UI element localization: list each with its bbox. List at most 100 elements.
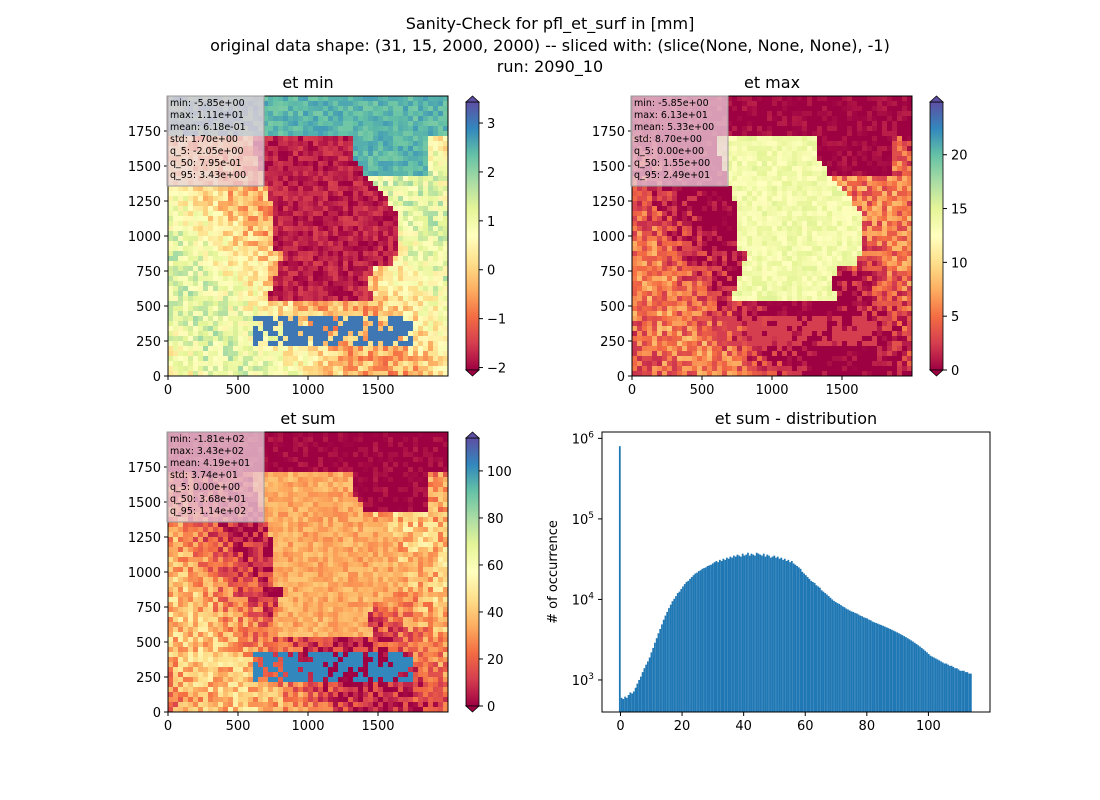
heatmap-cell bbox=[248, 226, 254, 232]
heatmap-cell bbox=[228, 196, 234, 202]
heatmap-cell bbox=[428, 256, 434, 262]
heatmap-cell bbox=[742, 266, 748, 272]
heatmap-cell bbox=[308, 156, 314, 162]
heatmap-cell bbox=[737, 351, 743, 357]
heatmap-cell bbox=[313, 251, 319, 257]
heatmap-cell bbox=[258, 341, 264, 347]
heatmap-cell bbox=[313, 321, 319, 327]
heatmap-cell bbox=[782, 256, 788, 262]
heatmap-cell bbox=[772, 141, 778, 147]
heatmap-cell bbox=[188, 336, 194, 342]
heatmap-cell bbox=[662, 331, 668, 337]
heatmap-cell bbox=[647, 246, 653, 252]
heatmap-cell bbox=[218, 371, 224, 376]
heatmap-cell bbox=[203, 246, 209, 252]
heatmap-cell bbox=[727, 151, 733, 157]
heatmap-cell bbox=[283, 291, 289, 297]
heatmap-cell bbox=[263, 111, 269, 117]
heatmap-cell bbox=[398, 331, 404, 337]
heatmap-cell bbox=[373, 136, 379, 142]
heatmap-cell bbox=[333, 241, 339, 247]
heatmap-cell bbox=[168, 326, 174, 332]
heatmap-cell bbox=[443, 261, 448, 267]
heatmap-cell bbox=[318, 136, 324, 142]
heatmap-cell bbox=[233, 311, 239, 317]
heatmap-cell bbox=[672, 256, 678, 262]
heatmap-cell bbox=[373, 121, 379, 127]
heatmap-cell bbox=[238, 321, 244, 327]
heatmap-cell bbox=[428, 356, 434, 362]
heatmap-cell bbox=[393, 131, 399, 137]
heatmap-cell bbox=[692, 301, 698, 307]
heatmap-cell bbox=[408, 136, 414, 142]
heatmap-cell bbox=[637, 221, 643, 227]
heatmap-cell bbox=[433, 226, 439, 232]
heatmap-cell bbox=[323, 171, 329, 177]
heatmap-cell bbox=[178, 261, 184, 267]
heatmap-cell bbox=[348, 236, 354, 242]
heatmap-cell bbox=[787, 126, 793, 132]
heatmap-cell bbox=[183, 221, 189, 227]
heatmap-cell bbox=[722, 361, 728, 367]
heatmap-cell bbox=[787, 236, 793, 242]
heatmap-cell bbox=[188, 251, 194, 257]
heatmap-cell bbox=[303, 191, 309, 197]
heatmap-cell bbox=[308, 241, 314, 247]
heatmap-cell bbox=[178, 241, 184, 247]
heatmap-cell bbox=[373, 271, 379, 277]
heatmap-cell bbox=[283, 296, 289, 302]
heatmap-cell bbox=[423, 231, 429, 237]
heatmap-cell bbox=[787, 106, 793, 112]
heatmap-cell bbox=[692, 211, 698, 217]
heatmap-cell bbox=[358, 131, 364, 137]
heatmap-cell bbox=[697, 256, 703, 262]
heatmap-cell bbox=[662, 266, 668, 272]
heatmap-cell bbox=[313, 161, 319, 167]
heatmap-cell bbox=[383, 331, 389, 337]
heatmap-cell bbox=[423, 111, 429, 117]
heatmap-cell bbox=[423, 251, 429, 257]
heatmap-cell bbox=[183, 321, 189, 327]
heatmap-cell bbox=[318, 336, 324, 342]
heatmap-cell bbox=[737, 371, 743, 376]
heatmap-cell bbox=[323, 246, 329, 252]
heatmap-cell bbox=[293, 146, 299, 152]
heatmap-cell bbox=[787, 351, 793, 357]
heatmap-cell bbox=[308, 201, 314, 207]
heatmap-cell bbox=[727, 171, 733, 177]
heatmap-cell bbox=[403, 101, 409, 107]
heatmap-cell bbox=[403, 231, 409, 237]
heatmap-cell bbox=[388, 221, 394, 227]
heatmap-cell bbox=[243, 271, 249, 277]
heatmap-cell bbox=[273, 191, 279, 197]
heatmap-cell bbox=[218, 361, 224, 367]
heatmap-cell bbox=[393, 211, 399, 217]
heatmap-cell bbox=[403, 246, 409, 252]
heatmap-cell bbox=[393, 101, 399, 107]
heatmap-cell bbox=[358, 216, 364, 222]
heatmap-cell bbox=[273, 336, 279, 342]
heatmap-cell bbox=[657, 306, 663, 312]
heatmap-cell bbox=[328, 141, 334, 147]
heatmap-cell bbox=[702, 321, 708, 327]
heatmap-cell bbox=[363, 226, 369, 232]
heatmap-cell bbox=[298, 316, 304, 322]
heatmap-cell bbox=[388, 261, 394, 267]
heatmap-cell bbox=[672, 281, 678, 287]
heatmap-cell bbox=[278, 141, 284, 147]
heatmap-cell bbox=[787, 301, 793, 307]
heatmap-cell bbox=[428, 361, 434, 367]
heatmap-cell bbox=[343, 121, 349, 127]
heatmap-cell bbox=[338, 226, 344, 232]
heatmap-cell bbox=[438, 351, 444, 357]
heatmap-cell bbox=[183, 231, 189, 237]
heatmap-cell bbox=[423, 346, 429, 352]
heatmap-cell bbox=[762, 191, 768, 197]
heatmap-cell bbox=[313, 181, 319, 187]
heatmap-cell bbox=[258, 196, 264, 202]
heatmap-cell bbox=[303, 271, 309, 277]
heatmap-cell bbox=[353, 246, 359, 252]
heatmap-cell bbox=[178, 271, 184, 277]
heatmap-cell bbox=[433, 121, 439, 127]
heatmap-cell bbox=[358, 276, 364, 282]
